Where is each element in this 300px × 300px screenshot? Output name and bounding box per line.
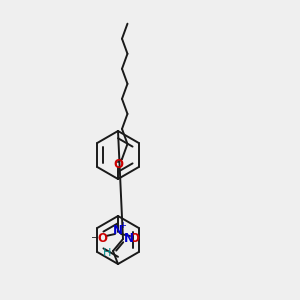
Text: N: N xyxy=(124,232,134,245)
Text: +: + xyxy=(120,221,126,230)
Text: O: O xyxy=(129,232,139,244)
Text: H: H xyxy=(103,248,111,258)
Text: O: O xyxy=(97,232,107,244)
Text: O: O xyxy=(113,158,123,172)
Text: −: − xyxy=(91,233,99,243)
Text: N: N xyxy=(113,224,123,238)
